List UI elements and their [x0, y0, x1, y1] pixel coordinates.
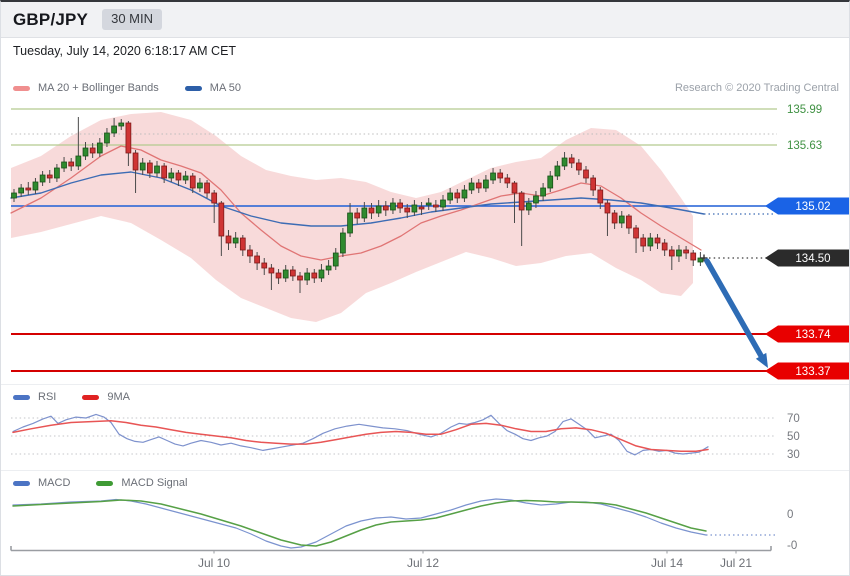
legend-label: 9MA	[107, 391, 130, 403]
legend-item-9ma: 9MA	[82, 391, 130, 403]
legend-label: MACD Signal	[121, 477, 188, 489]
legend-label: RSI	[38, 391, 57, 403]
svg-text:135.63: 135.63	[787, 140, 822, 152]
ma50-swatch-icon	[184, 85, 202, 91]
rsi-canvas: 70 50 30	[11, 413, 800, 461]
svg-text:133.37: 133.37	[795, 366, 830, 378]
svg-text:-0: -0	[787, 540, 797, 550]
legend-label: MA 50	[209, 82, 241, 94]
macd-canvas: 0 -0	[12, 498, 797, 550]
svg-text:135.99: 135.99	[787, 104, 822, 116]
price-chart-canvas: 135.99 135.63 135.02 133.74 133.37 134.50	[10, 104, 849, 380]
svg-text:Jul 14: Jul 14	[651, 556, 683, 570]
svg-text:133.74: 133.74	[795, 329, 831, 341]
legend-item-macd: MACD	[13, 477, 70, 489]
svg-text:0: 0	[787, 509, 793, 521]
svg-text:135.02: 135.02	[795, 201, 830, 213]
rsi-ma-swatch-icon	[82, 394, 100, 400]
svg-text:50: 50	[787, 431, 800, 443]
legend-label: MACD	[38, 477, 71, 489]
bollinger-swatch-icon	[13, 85, 30, 91]
panel-divider	[1, 470, 849, 471]
macd-signal-swatch-icon	[96, 480, 114, 486]
svg-text:Jul 10: Jul 10	[198, 556, 230, 570]
time-axis: Jul 10 Jul 12 Jul 14 Jul 21	[10, 546, 772, 570]
legend-item-macd-signal: MACD Signal	[96, 477, 187, 489]
legend-item-rsi: RSI	[13, 391, 56, 403]
macd-legend: MACD MACD Signal	[13, 477, 839, 489]
svg-text:30: 30	[787, 449, 800, 461]
legend-label: MA 20 + Bollinger Bands	[38, 82, 159, 94]
main-chart-legend: MA 20 + Bollinger Bands MA 50 Research ©…	[13, 82, 839, 94]
svg-text:Jul 12: Jul 12	[407, 556, 439, 570]
svg-text:134.50: 134.50	[795, 253, 830, 265]
svg-text:Jul 21: Jul 21	[720, 556, 752, 570]
legend-item-ma50: MA 50	[184, 82, 241, 94]
report-datetime: Tuesday, July 14, 2020 6:18:17 AM CET	[13, 44, 237, 58]
rsi-legend: RSI 9MA	[13, 391, 839, 403]
macd-swatch-icon	[13, 480, 30, 486]
timeframe-badge[interactable]: 30 MIN	[102, 9, 163, 30]
rsi-swatch-icon	[13, 394, 30, 400]
legend-item-bollinger: MA 20 + Bollinger Bands	[13, 82, 159, 94]
research-credit: Research © 2020 Trading Central	[674, 82, 839, 94]
svg-text:70: 70	[787, 413, 800, 425]
symbol-title: GBP/JPY	[13, 9, 89, 29]
header-bar: GBP/JPY 30 MIN	[1, 2, 849, 38]
panel-divider	[1, 384, 849, 385]
